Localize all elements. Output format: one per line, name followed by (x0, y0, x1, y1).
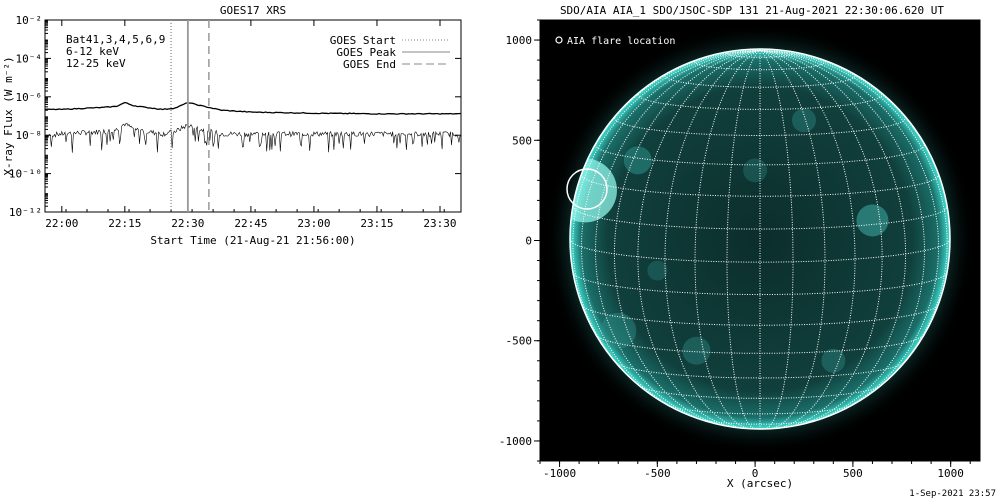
series-long-channel-line (45, 101, 461, 115)
grid-longitude-line (580, 49, 761, 420)
goes-ylabel: X-ray Flux (W m⁻²) (2, 56, 15, 175)
active-region-blob (623, 146, 652, 175)
aia-ytick-label: 0 (525, 235, 532, 248)
legend-goes-peak: GOES Peak (336, 46, 396, 59)
legend-goes-start: GOES Start (330, 34, 396, 47)
aia-xtick-label: -1000 (543, 467, 576, 480)
active-region-blob (600, 312, 637, 349)
grid-longitude-line (726, 49, 761, 429)
grid-latitude-line (694, 61, 826, 71)
grid-longitude-line (664, 49, 761, 429)
grid-longitude-line (759, 49, 906, 428)
goes-xtick-label: 23:30 (423, 217, 456, 230)
grid-longitude-line (694, 49, 761, 429)
goes-xtick-label: 22:30 (171, 217, 204, 230)
aia-xtick-label: 0 (752, 467, 759, 480)
goes-xtick-label: 22:15 (108, 217, 141, 230)
active-region-blob (743, 158, 768, 183)
goes-plot-frame (44, 19, 462, 213)
active-region-blob (821, 348, 846, 373)
aia-ytick-label: 500 (512, 134, 532, 147)
grid-longitude-line (759, 49, 794, 429)
aia-legend: AIA flare location (555, 36, 675, 47)
grid-latitude-line (572, 272, 948, 296)
channel-label-6-12kev: 6-12 keV (66, 45, 119, 58)
grid-latitude-line (726, 53, 794, 58)
active-region-blob (647, 260, 668, 281)
goes-ytick-label: 10⁻⁶ (16, 91, 43, 104)
goes-ytick-label: 10⁻⁸ (16, 129, 43, 142)
goes-marker-lines (170, 20, 210, 212)
grid-longitude-line (572, 49, 761, 395)
goes-xtick-label: 22:00 (45, 217, 78, 230)
goes-ytick-label: 10⁻² (16, 14, 43, 27)
goes-title: GOES17 XRS (220, 4, 286, 17)
goes-xtick-label: 23:00 (297, 217, 330, 230)
legend-goes-end: GOES End (343, 58, 396, 71)
aia-legend-label: AIA flare location (567, 36, 675, 47)
aia-heliographic-grid (570, 49, 950, 429)
aia-axes: -1000 -500 0 500 1000 1000 500 0 -500 -1000 (499, 19, 971, 480)
grid-longitude-line (759, 49, 940, 420)
active-region-blob (792, 108, 816, 133)
aia-xtick-label: -500 (644, 467, 671, 480)
aia-ytick-label: 1000 (506, 34, 533, 47)
active-region-blob (856, 204, 889, 237)
grid-latitude-line (639, 385, 881, 399)
aia-xtick-label: 500 (843, 467, 863, 480)
aia-xtick-label: 1000 (937, 467, 964, 480)
goes-ytick-label: 10⁻⁴ (16, 52, 43, 65)
grid-longitude-line (614, 49, 761, 428)
channel-label-12-25kev: 12-25 keV (66, 57, 126, 70)
aia-xlabel: X (arcsec) (727, 477, 793, 490)
grid-longitude-line (759, 49, 826, 429)
goes-ytick-label: 10⁻¹⁰ (9, 168, 42, 181)
aia-ytick-label: -1000 (499, 435, 532, 448)
aia-limb-outline (569, 48, 951, 430)
aia-footer-date: 1-Sep-2021 23:57 (909, 489, 996, 499)
grid-latitude-line (614, 361, 906, 379)
goes-series-group (45, 101, 461, 153)
channel-label-main: Bat41,3,4,5,6,9 (66, 33, 165, 46)
grid-longitude-line (759, 49, 856, 429)
goes-channel-labels: Bat41,3,4,5,6,9 6-12 keV 12-25 keV (66, 33, 165, 70)
grid-longitude-line (759, 49, 948, 395)
goes-xtick-label: 23:15 (360, 217, 393, 230)
goes-xtick-label: 22:45 (234, 217, 267, 230)
flare-location-marker (566, 168, 608, 210)
active-region-blob (682, 336, 711, 365)
aia-title: SDO/AIA AIA_1 SDO/JSOC-SDP 131 21-Aug-20… (560, 4, 944, 17)
goes-xlabel: Start Time (21-Aug-21 21:56:00) (150, 234, 355, 247)
grid-latitude-line (581, 304, 939, 326)
series-short-channel-line (45, 122, 461, 153)
goes-legend: GOES Start GOES Peak GOES End (330, 34, 450, 71)
aia-ytick-label: -500 (506, 335, 533, 348)
flare-legend-icon (555, 36, 563, 44)
goes-ytick-label: 10⁻¹² (9, 206, 42, 219)
